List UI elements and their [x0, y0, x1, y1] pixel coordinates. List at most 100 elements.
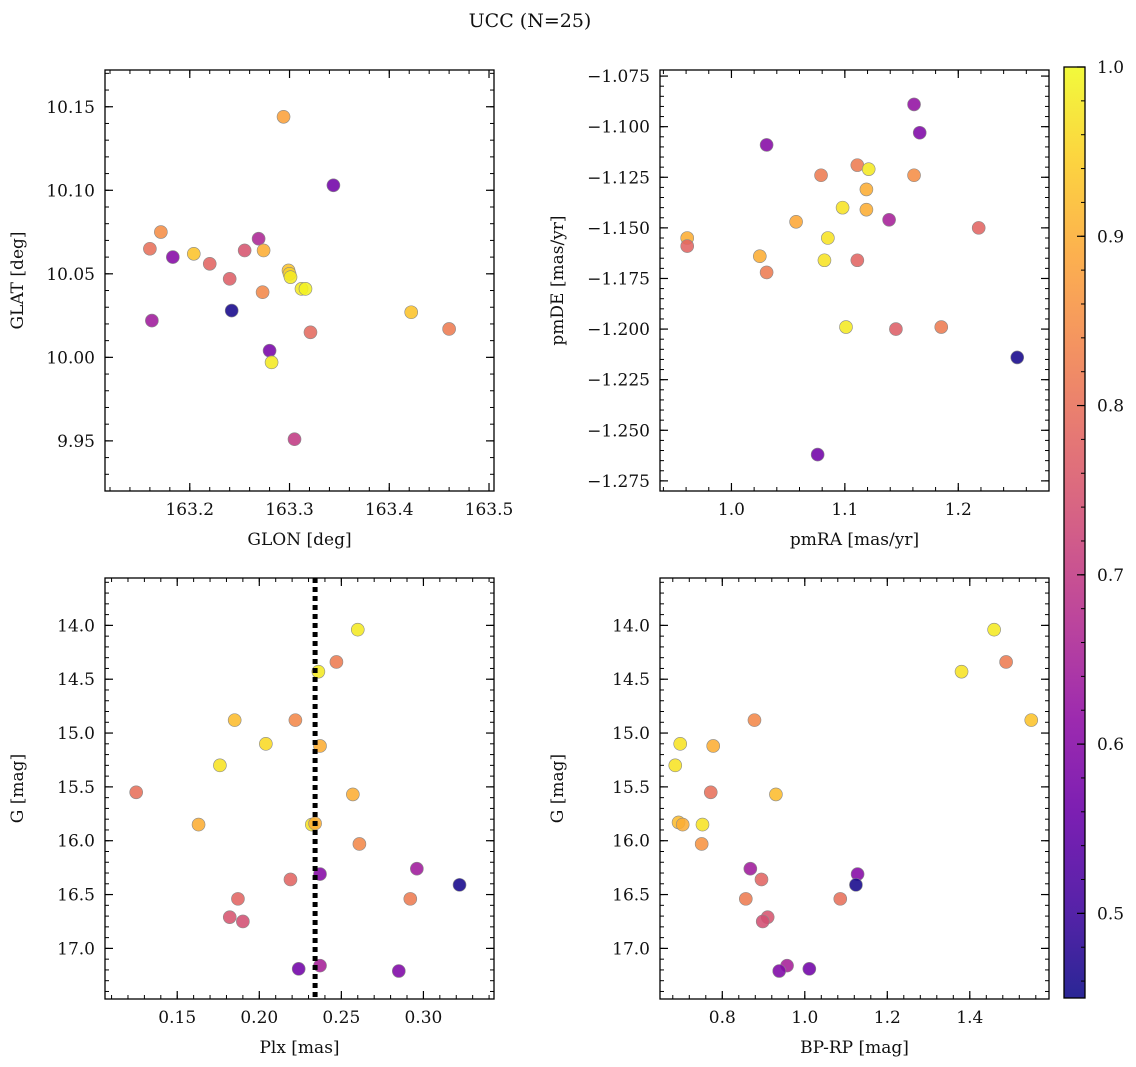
scatter-point — [859, 182, 874, 197]
scatter-point — [166, 250, 180, 264]
scatter-point — [202, 256, 217, 271]
scatter-point — [675, 817, 690, 832]
x-tick-label: 0.15 — [158, 1008, 196, 1028]
y-tick-label: −1.275 — [587, 472, 650, 492]
scatter-point — [954, 664, 969, 679]
scatter-point — [849, 878, 863, 892]
y-tick-label: 16.5 — [612, 886, 650, 906]
scatter-point — [859, 202, 874, 217]
colorbar: 0.5 0.6 0.7 0.8 0.9 1.0 — [1063, 58, 1124, 999]
y-axis-label: GLAT [deg] — [8, 231, 28, 329]
scatter-point — [802, 962, 817, 976]
scatter-point — [291, 962, 306, 976]
scatter-point — [817, 253, 832, 268]
colorbar-tick-label: 0.7 — [1097, 566, 1124, 586]
scatter-point — [352, 837, 367, 851]
scatter-point — [759, 265, 774, 280]
y-tick-label: 15.5 — [57, 778, 95, 798]
x-tick-label: 163.3 — [265, 500, 314, 520]
scatter-point — [1010, 350, 1025, 365]
y-tick-label: −1.075 — [587, 67, 650, 87]
panel-top-right: 1.0 1.1 1.2 −1.275 −1.250 −1.225 −1.200 −1.175 −… — [548, 67, 1050, 550]
scatter-point — [251, 231, 266, 246]
scatter-point — [772, 964, 787, 978]
panels: 163.2 163.3 163.4 163.5 9.95 10.00 10.05 10.10 1… — [8, 67, 1050, 1058]
colorbar-tick-label: 0.8 — [1097, 397, 1124, 417]
y-tick-label: 15.0 — [612, 724, 650, 744]
scatter-point — [264, 355, 279, 370]
y-tick-label: 14.0 — [57, 616, 95, 636]
scatter-point — [224, 303, 239, 318]
y-tick-label: 14.0 — [612, 616, 650, 636]
scatter-point — [287, 432, 302, 447]
y-tick-label: 9.95 — [57, 432, 95, 452]
panel-bottom-right: 0.8 1.0 1.2 1.4 14.0 14.5 15.0 15.5 16.0 16.5 17.0… — [548, 577, 1050, 1058]
scatter-point — [889, 322, 903, 336]
scatter-point — [706, 739, 721, 753]
x-tick-label: 163.4 — [365, 500, 414, 520]
scatter-points — [143, 109, 456, 447]
scatter-point — [143, 241, 157, 256]
scatter-point — [145, 313, 159, 328]
x-tick-label: 1.4 — [956, 1008, 983, 1028]
scatter-point — [227, 713, 242, 727]
x-axis-label: pmRA [mas/yr] — [790, 530, 919, 550]
y-tick-label: 14.5 — [612, 670, 650, 690]
scatter-point — [882, 212, 896, 227]
x-tick-label: 1.0 — [718, 500, 745, 520]
y-tick-label: −1.150 — [587, 219, 650, 239]
scatter-point — [403, 892, 418, 906]
scatter-point — [739, 892, 753, 906]
colorbar-tick-label: 0.9 — [1097, 227, 1124, 247]
y-tick-label: 15.0 — [57, 724, 95, 744]
scatter-point — [694, 837, 709, 851]
x-tick-label: 0.20 — [240, 1008, 278, 1028]
axes-frame — [104, 577, 495, 1000]
scatter-point — [191, 817, 206, 832]
scatter-point — [1024, 713, 1039, 727]
scatter-point — [288, 713, 303, 727]
x-tick-label: 0.25 — [322, 1008, 360, 1028]
x-axis-label: Plx [mas] — [259, 1038, 339, 1058]
scatter-point — [747, 713, 762, 727]
figure-title: UCC (N=25) — [469, 10, 592, 32]
scatter-point — [186, 246, 201, 261]
scatter-point — [789, 215, 803, 229]
scatter-point — [755, 914, 770, 929]
scatter-point — [769, 787, 783, 802]
y-tick-label: 16.0 — [612, 832, 650, 852]
y-tick-label: 16.5 — [57, 886, 95, 906]
scatter-point — [695, 817, 710, 832]
colorbar-frame — [1063, 66, 1086, 999]
scatter-point — [350, 622, 365, 637]
scatter-point — [442, 322, 456, 336]
x-axis-label: GLON [deg] — [247, 530, 351, 550]
x-tick-label: 1.2 — [874, 1008, 901, 1028]
scatter-point — [999, 655, 1013, 669]
x-axis-label: BP-RP [mag] — [800, 1038, 909, 1058]
scatter-point — [934, 320, 949, 334]
scatter-point — [861, 162, 876, 176]
x-tick-label: 1.1 — [831, 500, 858, 520]
scatter-point — [213, 758, 227, 773]
scatter-point — [329, 655, 344, 669]
scatter-point — [303, 325, 318, 340]
axes-frame — [659, 577, 1050, 1000]
y-axis-label: G [mag] — [8, 754, 28, 823]
scatter-point — [850, 158, 865, 172]
y-tick-label: 15.5 — [612, 778, 650, 798]
y-axis-label: pmDE [mas/yr] — [548, 215, 568, 345]
scatter-point — [833, 892, 848, 906]
x-tick-label: 1.2 — [945, 500, 972, 520]
scatter-points — [668, 622, 1039, 978]
scatter-point — [262, 343, 277, 358]
colorbar-tick-label: 0.6 — [1097, 735, 1124, 755]
y-tick-label: 17.0 — [612, 939, 650, 959]
scatter-point — [850, 253, 865, 268]
y-tick-label: 10.05 — [46, 265, 95, 285]
scatter-point — [452, 878, 467, 892]
y-tick-label: −1.175 — [587, 269, 650, 289]
scatter-point — [298, 282, 313, 296]
scatter-point — [673, 737, 688, 751]
